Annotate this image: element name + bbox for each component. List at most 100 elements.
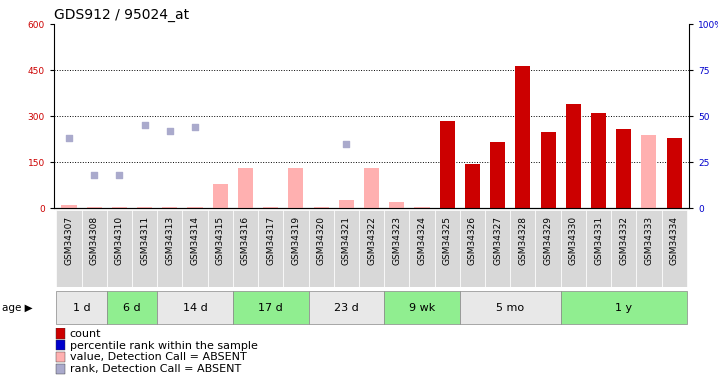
Bar — [460, 210, 485, 287]
Text: GSM34333: GSM34333 — [645, 216, 653, 265]
Bar — [485, 210, 510, 287]
Bar — [641, 135, 656, 208]
Text: GSM34320: GSM34320 — [317, 216, 326, 265]
Bar — [309, 291, 384, 324]
Bar — [314, 207, 329, 208]
Bar — [107, 210, 132, 287]
Text: GSM34332: GSM34332 — [619, 216, 628, 265]
Bar — [132, 210, 157, 287]
Bar — [561, 291, 686, 324]
Text: 1 d: 1 d — [73, 303, 90, 313]
Bar — [389, 202, 404, 208]
Text: GDS912 / 95024_at: GDS912 / 95024_at — [54, 8, 189, 22]
Point — [340, 141, 352, 147]
Bar — [510, 210, 536, 287]
Text: GSM34321: GSM34321 — [342, 216, 351, 265]
Bar — [263, 207, 279, 208]
Bar — [187, 207, 202, 208]
Bar — [359, 210, 384, 287]
Text: 14 d: 14 d — [182, 303, 208, 313]
Text: GSM34307: GSM34307 — [65, 216, 73, 265]
Text: GSM34314: GSM34314 — [190, 216, 200, 265]
Bar — [157, 210, 182, 287]
Text: rank, Detection Call = ABSENT: rank, Detection Call = ABSENT — [70, 364, 241, 374]
Text: age ▶: age ▶ — [2, 303, 33, 313]
Bar — [57, 210, 82, 287]
Bar — [516, 66, 531, 208]
Text: GSM34316: GSM34316 — [241, 216, 250, 265]
Bar — [661, 210, 686, 287]
Text: GSM34315: GSM34315 — [216, 216, 225, 265]
Point — [63, 135, 75, 141]
Bar — [384, 210, 409, 287]
Bar — [460, 291, 561, 324]
Bar — [611, 210, 636, 287]
Bar — [409, 210, 434, 287]
Point — [139, 122, 150, 128]
Bar — [55, 340, 65, 350]
Text: GSM34327: GSM34327 — [493, 216, 502, 265]
Text: GSM34322: GSM34322 — [367, 216, 376, 265]
Text: GSM34329: GSM34329 — [544, 216, 553, 265]
Bar — [309, 210, 334, 287]
Bar — [57, 291, 107, 324]
Text: GSM34310: GSM34310 — [115, 216, 124, 265]
Bar — [162, 207, 177, 208]
Text: 5 mo: 5 mo — [496, 303, 524, 313]
Bar — [182, 210, 208, 287]
Point — [88, 172, 100, 178]
Bar — [208, 210, 233, 287]
Text: GSM34319: GSM34319 — [292, 216, 300, 265]
Text: GSM34308: GSM34308 — [90, 216, 98, 265]
Bar — [439, 121, 454, 208]
Bar — [434, 210, 460, 287]
Bar — [636, 210, 661, 287]
Text: percentile rank within the sample: percentile rank within the sample — [70, 341, 258, 351]
Bar — [55, 352, 65, 362]
Bar — [258, 210, 284, 287]
Bar — [213, 184, 228, 208]
Bar — [364, 168, 379, 208]
Bar — [541, 132, 556, 208]
Bar — [284, 210, 309, 287]
Text: GSM34328: GSM34328 — [518, 216, 527, 265]
Text: 1 y: 1 y — [615, 303, 633, 313]
Bar — [616, 129, 631, 208]
Point — [190, 124, 201, 130]
Bar — [666, 138, 681, 208]
Text: 23 d: 23 d — [334, 303, 359, 313]
Point — [164, 128, 176, 134]
Bar — [55, 363, 65, 374]
Bar — [238, 168, 253, 208]
Text: GSM34317: GSM34317 — [266, 216, 275, 265]
Text: GSM34331: GSM34331 — [594, 216, 603, 265]
Text: 6 d: 6 d — [123, 303, 141, 313]
Text: count: count — [70, 329, 101, 339]
Text: GSM34326: GSM34326 — [468, 216, 477, 265]
Text: 17 d: 17 d — [258, 303, 283, 313]
Bar — [561, 210, 586, 287]
Bar — [591, 113, 606, 208]
Bar — [465, 164, 480, 208]
Bar — [112, 207, 127, 208]
Text: value, Detection Call = ABSENT: value, Detection Call = ABSENT — [70, 352, 246, 362]
Bar — [157, 291, 233, 324]
Bar — [536, 210, 561, 287]
Bar — [233, 210, 258, 287]
Bar — [339, 201, 354, 208]
Bar — [414, 207, 429, 208]
Point — [113, 172, 125, 178]
Bar — [334, 210, 359, 287]
Bar — [586, 210, 611, 287]
Bar — [289, 168, 304, 208]
Text: GSM34334: GSM34334 — [670, 216, 679, 265]
Bar — [107, 291, 157, 324]
Bar — [384, 291, 460, 324]
Bar — [82, 210, 107, 287]
Bar — [55, 328, 65, 339]
Bar — [62, 205, 77, 208]
Bar — [566, 104, 581, 208]
Bar — [233, 291, 309, 324]
Text: GSM34324: GSM34324 — [417, 216, 426, 265]
Bar — [137, 207, 152, 208]
